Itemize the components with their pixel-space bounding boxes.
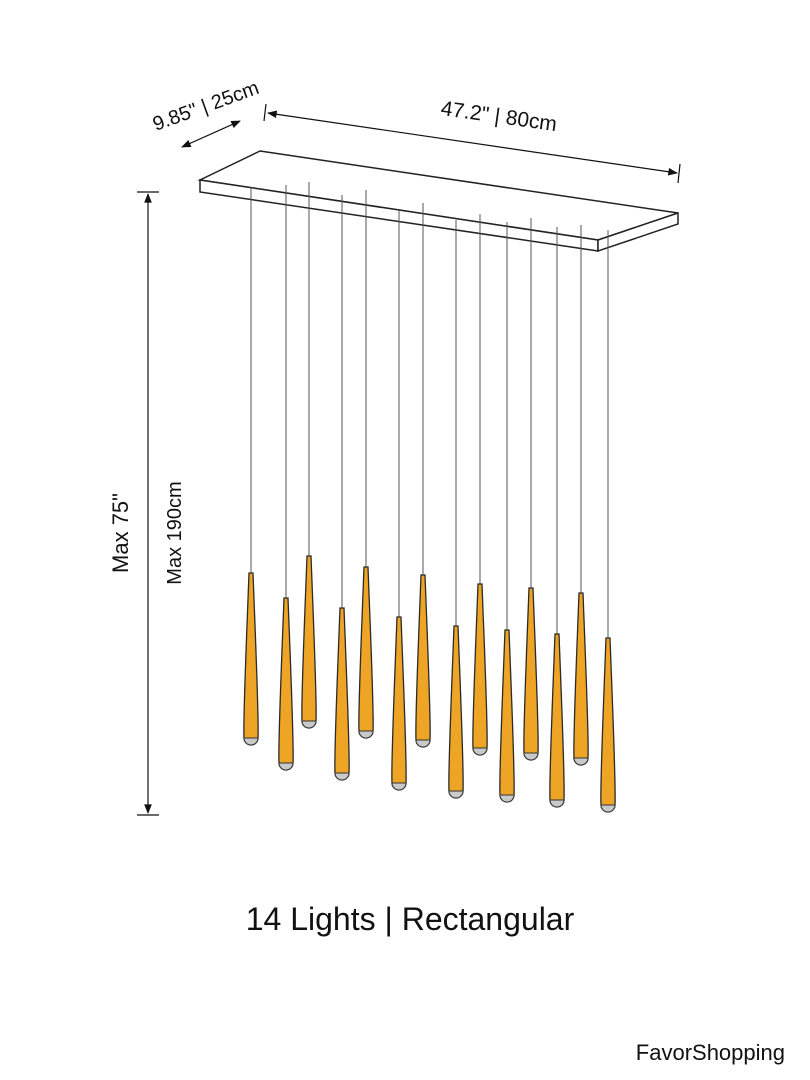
height-cm-label: Max 190cm: [164, 481, 186, 584]
pendant-crystal: [391, 782, 407, 791]
pendant-crystal: [499, 794, 515, 803]
pendant-crystal: [448, 790, 464, 799]
pendant-crystal: [415, 739, 431, 748]
brand: FavorShopping: [636, 1040, 785, 1065]
pendant-crystal: [301, 720, 317, 729]
pendants: [243, 182, 616, 813]
pendant-crystal: [573, 757, 589, 766]
pendant-crystal: [472, 747, 488, 756]
pendant-crystal: [600, 804, 616, 813]
height-dimension: Max 75" Max 190cm: [108, 191, 186, 816]
pendant-crystal: [358, 730, 374, 739]
pendant-crystal: [549, 799, 565, 808]
pendant-crystal: [334, 772, 350, 781]
pendant-crystal: [278, 762, 294, 771]
height-inch-label: Max 75": [108, 493, 133, 573]
pendant-crystal: [523, 752, 539, 761]
pendant-crystal: [243, 737, 259, 746]
caption: 14 Lights | Rectangular: [246, 901, 575, 937]
